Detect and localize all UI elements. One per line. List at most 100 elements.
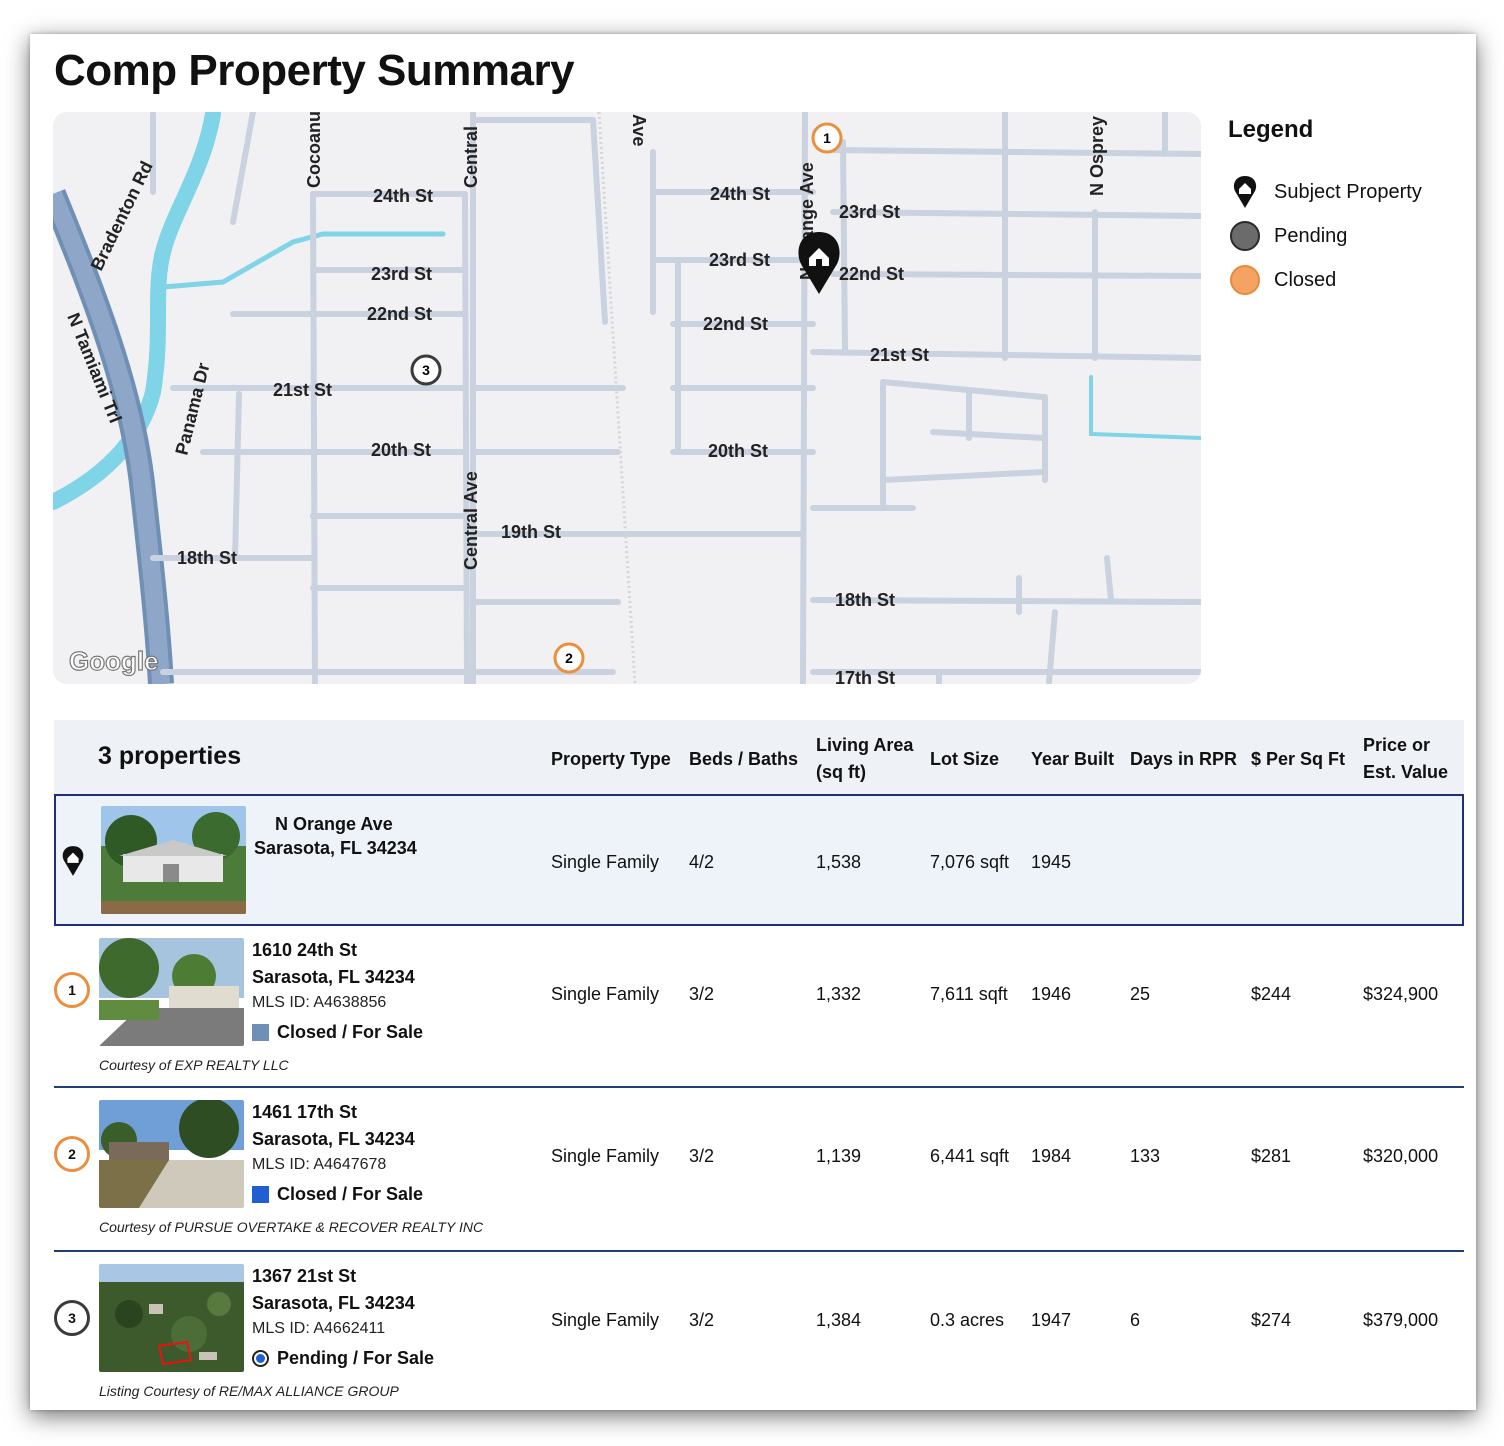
comp-days-3: 6 <box>1130 1310 1141 1330</box>
comp-price-1: $324,900 <box>1363 984 1439 1004</box>
map[interactable]: 24th St 23rd St 22nd St 21st St 20th St … <box>53 112 1201 684</box>
page-title: Comp Property Summary <box>54 46 575 95</box>
svg-text:2: 2 <box>565 650 573 666</box>
comp-city-2: Sarasota, FL 34234 <box>252 1129 415 1149</box>
map-marker-2[interactable]: 2 <box>553 642 585 674</box>
legend-label-pending: Pending <box>1274 224 1348 247</box>
comp-photo-3[interactable] <box>99 1264 244 1372</box>
map-label-24th-left: 24th St <box>373 186 433 206</box>
header-property-type[interactable]: Property Type <box>551 749 671 769</box>
legend: Legend Subject Property Pending Closed <box>1228 116 1458 302</box>
comp-marker-3: 3 <box>54 1300 90 1336</box>
header-price[interactable]: Price or Est. Value <box>1363 732 1448 786</box>
comp-courtesy-3: Listing Courtesy of RE/MAX ALLIANCE GROU… <box>99 1383 399 1399</box>
comp-mls-2: MLS ID: A4647678 <box>252 1156 387 1173</box>
subject-photo[interactable] <box>101 806 246 914</box>
comp-living-area-1: 1,332 <box>816 984 862 1004</box>
comp-beds-baths-1: 3/2 <box>689 984 715 1004</box>
subject-home-pin-icon[interactable] <box>798 232 840 294</box>
header-year-built[interactable]: Year Built <box>1031 749 1115 769</box>
comp-lot-size-1: 7,611 sqft <box>930 984 1008 1004</box>
map-label-osprey: N Osprey <box>1087 116 1107 196</box>
comp-days-1: 25 <box>1130 984 1151 1004</box>
header-lot-size[interactable]: Lot Size <box>930 749 1000 769</box>
subject-row[interactable]: N Orange Ave Sarasota, FL 34234 Single F… <box>54 794 1464 926</box>
comp-lot-size-2: 6,441 sqft <box>930 1146 1010 1166</box>
subject-beds-baths: 4/2 <box>689 852 715 872</box>
home-pin-icon <box>1228 175 1262 209</box>
comp-price-3: $379,000 <box>1363 1310 1439 1330</box>
comp-lot-size-3: 0.3 acres <box>930 1310 1005 1330</box>
header-beds-baths[interactable]: Beds / Baths <box>689 749 799 769</box>
map-label-18th-right: 18th St <box>835 590 895 610</box>
map-label-19th: 19th St <box>501 522 561 542</box>
map-label-17th-right: 17th St <box>835 668 895 684</box>
legend-item-closed: Closed <box>1228 258 1458 302</box>
comp-mls-3: MLS ID: A4662411 <box>252 1320 386 1337</box>
map-label-22nd-right: 22nd St <box>839 264 904 284</box>
comp-price-2: $320,000 <box>1363 1146 1439 1166</box>
map-label-23rd-mid: 23rd St <box>709 250 770 270</box>
comp-photo-1[interactable] <box>99 938 244 1046</box>
comp-type-1: Single Family <box>551 984 660 1004</box>
map-label-central-top: Central <box>461 126 481 188</box>
comp-per-sqft-3: $274 <box>1251 1310 1292 1330</box>
status-square-icon <box>252 1024 269 1041</box>
header-living-area-line1: Living Area <box>816 735 914 755</box>
comp-city-1: Sarasota, FL 34234 <box>252 967 415 987</box>
comp-street-2[interactable]: 1461 17th St <box>252 1102 358 1122</box>
comp-year-built-2: 1984 <box>1031 1146 1072 1166</box>
comp-status-1: Closed / For Sale <box>252 1022 423 1043</box>
comp-street-3[interactable]: 1367 21st St <box>252 1266 357 1286</box>
comp-row-1[interactable]: 1 1610 24th St Sarasota, FL 34234 MLS ID… <box>54 926 1464 1088</box>
comp-status-label-2: Closed / For Sale <box>277 1184 424 1204</box>
subject-street: N Orange Ave <box>275 814 393 834</box>
subject-city: Sarasota, FL 34234 <box>254 838 417 858</box>
legend-label-subject: Subject Property <box>1274 180 1422 203</box>
legend-title: Legend <box>1228 116 1314 143</box>
comp-city-3: Sarasota, FL 34234 <box>252 1293 415 1313</box>
map-label-18th-left: 18th St <box>177 548 237 568</box>
comp-type-3: Single Family <box>551 1310 660 1330</box>
comp-row-3[interactable]: 3 1367 21st St Sarasota, FL 34234 MLS ID… <box>54 1252 1464 1408</box>
map-label-cocoanut: Cocoanut <box>304 112 324 188</box>
comp-photo-2[interactable] <box>99 1100 244 1208</box>
header-living-area[interactable]: Living Area (sq ft) <box>816 732 913 786</box>
comp-summary-card: Comp Property Summary <box>30 34 1476 1410</box>
header-days-rpr[interactable]: Days in RPR <box>1130 749 1238 769</box>
header-price-line1: Price or <box>1363 735 1431 755</box>
header-price-line2: Est. Value <box>1363 762 1449 782</box>
map-label-24th-mid: 24th St <box>710 184 770 204</box>
comp-per-sqft-1: $244 <box>1251 984 1292 1004</box>
map-label-21st-left: 21st St <box>273 380 332 400</box>
subject-living-area: 1,538 <box>816 852 862 872</box>
comp-living-area-3: 1,384 <box>816 1310 862 1330</box>
comp-marker-1: 1 <box>54 972 90 1008</box>
map-label-21st-right: 21st St <box>870 345 929 365</box>
comp-street-1[interactable]: 1610 24th St <box>252 940 358 960</box>
map-label-23rd-right: 23rd St <box>839 202 900 222</box>
legend-label-closed: Closed <box>1274 268 1337 291</box>
subject-lot-size: 7,076 sqft <box>930 852 1010 872</box>
comp-mls-1: MLS ID: A4638856 <box>252 994 387 1011</box>
map-label-22nd-left: 22nd St <box>367 304 432 324</box>
pending-dot-icon <box>1230 221 1260 251</box>
comp-beds-baths-2: 3/2 <box>689 1146 715 1166</box>
legend-item-pending: Pending <box>1228 214 1458 258</box>
svg-text:3: 3 <box>422 362 430 378</box>
subject-type: Single Family <box>551 852 660 872</box>
comp-status-2: Closed / For Sale <box>252 1184 423 1205</box>
status-square-icon <box>252 1186 269 1203</box>
map-marker-3[interactable]: 3 <box>410 354 442 386</box>
header-per-sqft[interactable]: $ Per Sq Ft <box>1251 749 1346 769</box>
map-label-ave-top: Ave <box>629 114 649 146</box>
map-marker-1[interactable]: 1 <box>811 122 843 154</box>
comp-status-label-3: Pending / For Sale <box>277 1348 435 1368</box>
comp-row-2[interactable]: 2 1461 17th St Sarasota, FL 34234 MLS ID… <box>54 1088 1464 1252</box>
subject-year-built: 1945 <box>1031 852 1072 872</box>
property-count: 3 properties <box>98 742 242 770</box>
comp-beds-baths-3: 3/2 <box>689 1310 715 1330</box>
legend-item-subject: Subject Property <box>1228 170 1458 214</box>
map-label-23rd-left: 23rd St <box>371 264 432 284</box>
map-attribution: Google <box>69 646 159 676</box>
